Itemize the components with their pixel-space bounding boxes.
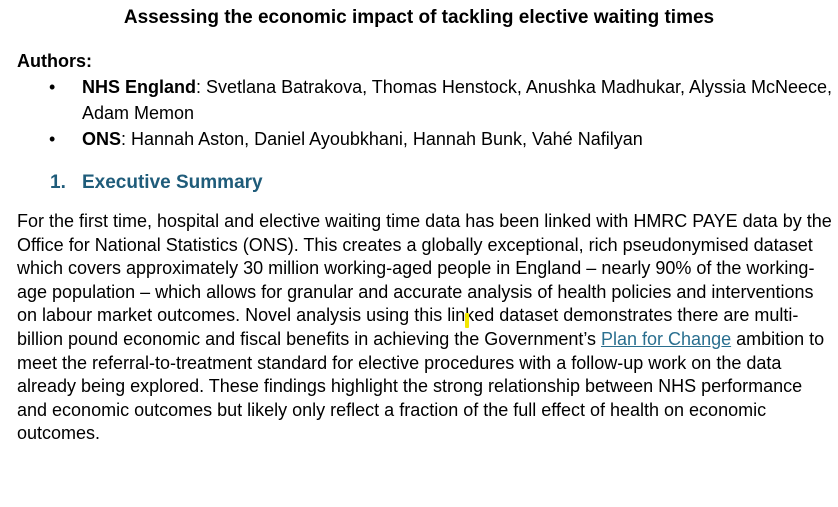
section-number: 1. bbox=[50, 172, 66, 193]
bullet-icon: • bbox=[49, 77, 56, 97]
bullet-icon: • bbox=[49, 129, 56, 149]
document-title: Assessing the economic impact of tacklin… bbox=[123, 7, 715, 28]
author-names: Hannah Aston, Daniel Ayoubkhani, Hannah … bbox=[126, 129, 643, 149]
author-group-ons: • ONS: Hannah Aston, Daniel Ayoubkhani, H… bbox=[0, 126, 838, 152]
summary-text-end: ambition to meet the referral-to-treatme… bbox=[17, 328, 825, 444]
text-cursor-highlight bbox=[465, 313, 469, 328]
authors-heading: Authors: bbox=[17, 51, 92, 71]
author-org: ONS bbox=[82, 129, 122, 149]
plan-for-change-link[interactable]: Plan for Change bbox=[601, 328, 732, 349]
author-group-nhs-england: • NHS England: Svetlana Batrakova, Thomas… bbox=[0, 74, 838, 126]
author-names: Svetlana Batrakova, Thomas Henstock, Anu… bbox=[82, 77, 833, 123]
section-heading-executive-summary: 1. Executive Summary bbox=[50, 169, 263, 197]
author-separator: : bbox=[121, 129, 127, 149]
executive-summary-paragraph: For the first time, hospital and electiv… bbox=[17, 210, 835, 446]
authors-list: • NHS England: Svetlana Batrakova, Thomas… bbox=[0, 74, 838, 152]
author-org: NHS England bbox=[82, 77, 197, 97]
summary-text-start: For the first time, hospital and electiv… bbox=[17, 211, 832, 349]
section-title: Executive Summary bbox=[82, 172, 263, 193]
author-separator: : bbox=[196, 77, 202, 97]
